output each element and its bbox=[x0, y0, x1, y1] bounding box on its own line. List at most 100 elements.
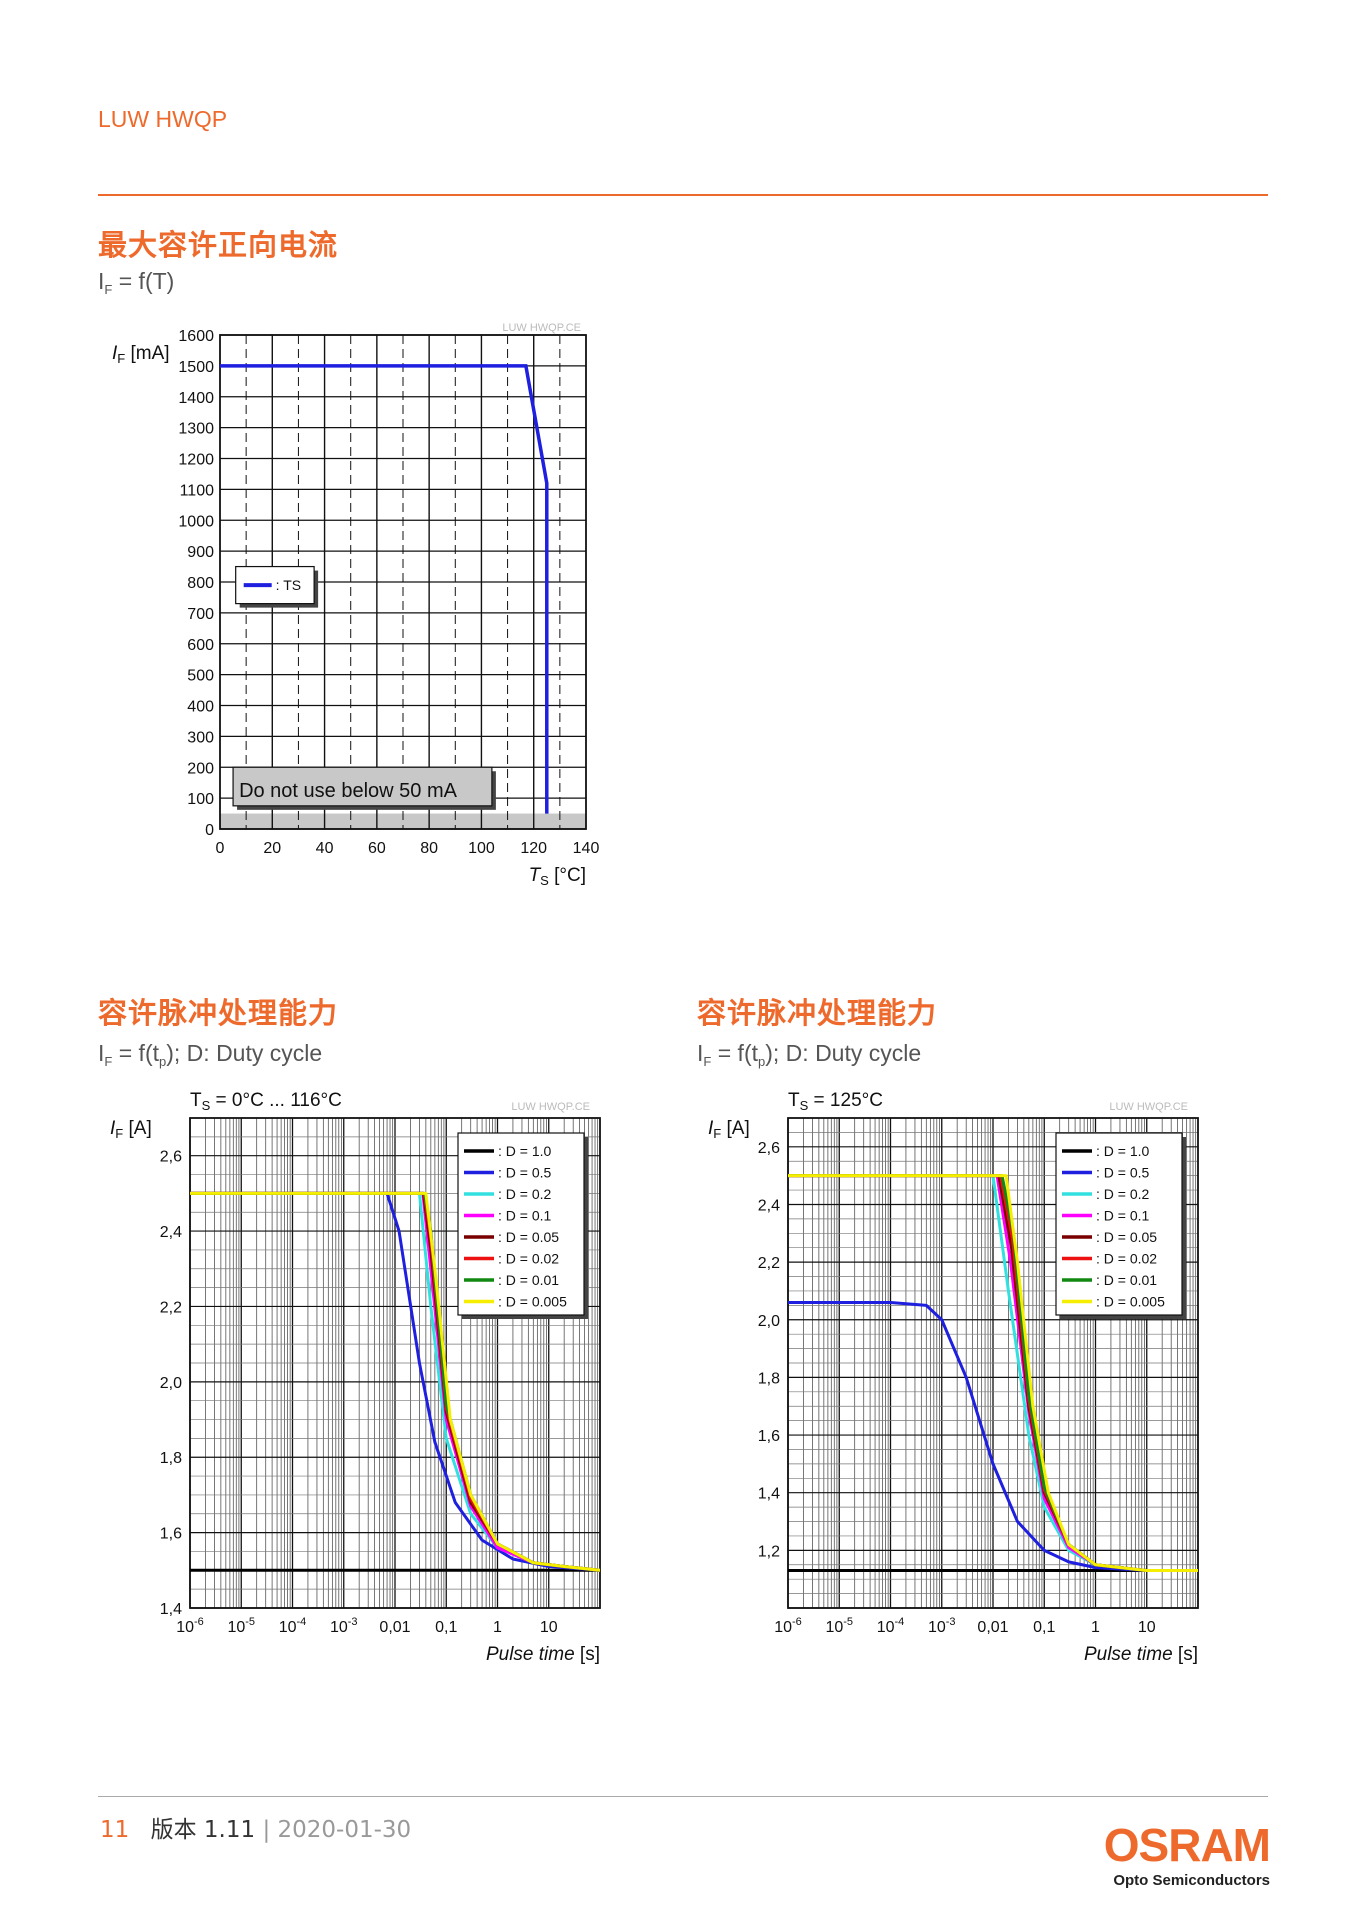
subtitle-sub2: p bbox=[159, 1054, 167, 1069]
subtitle-sub: F bbox=[104, 1054, 113, 1069]
subtitle-rest: = f(T) bbox=[112, 268, 175, 294]
legend-label: : D = 0.5 bbox=[498, 1165, 552, 1181]
y-tick-label: 2,0 bbox=[160, 1375, 182, 1392]
x-axis-label: TS [°C] bbox=[529, 865, 586, 885]
y-tick-label: 1,6 bbox=[160, 1526, 182, 1543]
legend-label: : TS bbox=[276, 577, 301, 593]
footer-divider bbox=[98, 1796, 1268, 1797]
y-tick-label: 1400 bbox=[178, 390, 214, 407]
x-tick-label: 1 bbox=[1091, 1619, 1100, 1636]
subtitle-i: I bbox=[98, 268, 105, 294]
x-axis-label: Pulse time [s] bbox=[1084, 1644, 1198, 1665]
y-tick-label: 1200 bbox=[178, 452, 214, 469]
section2-title: 容许脉冲处理能力 bbox=[98, 996, 339, 1030]
legend-label: : D = 0.02 bbox=[1096, 1251, 1157, 1267]
subtitle-i: I bbox=[98, 1040, 105, 1066]
logo-tagline: Opto Semiconductors bbox=[1113, 1872, 1270, 1889]
y-axis-label: IF [A] bbox=[708, 1118, 750, 1141]
y-axis-label: IF [A] bbox=[110, 1118, 152, 1141]
x-tick-label: 140 bbox=[573, 840, 600, 857]
legend-label: : D = 0.005 bbox=[1096, 1294, 1165, 1310]
legend-label: : D = 0.05 bbox=[498, 1229, 559, 1245]
x-tick-label: 1 bbox=[493, 1619, 502, 1636]
y-tick-label: 2,4 bbox=[758, 1197, 780, 1214]
chart-title: TS = 0°C ... 116°C bbox=[190, 1090, 342, 1113]
y-tick-label: 2,2 bbox=[758, 1255, 780, 1272]
y-tick-label: 1500 bbox=[178, 359, 214, 376]
chart-max-forward-current: LUW HWQP.CE01002003004005006007008009001… bbox=[112, 322, 600, 885]
plot-frame bbox=[787, 1117, 1199, 1609]
release-date: 2020-01-30 bbox=[277, 1817, 412, 1843]
logo-wordmark: OSRAM bbox=[1103, 1819, 1271, 1871]
footer-separator: | bbox=[262, 1817, 271, 1843]
y-tick-label: 1000 bbox=[178, 513, 214, 530]
y-tick-label: 2,0 bbox=[758, 1313, 780, 1330]
y-tick-label: 700 bbox=[187, 606, 214, 623]
y-tick-label: 1100 bbox=[180, 482, 215, 499]
legend-label: : D = 0.02 bbox=[498, 1251, 559, 1267]
subtitle-rest: ); D: Duty cycle bbox=[765, 1040, 922, 1066]
y-tick-label: 500 bbox=[187, 668, 214, 685]
x-tick-label: 10 bbox=[1138, 1619, 1156, 1636]
subtitle-sub: F bbox=[104, 282, 113, 297]
section3-title: 容许脉冲处理能力 bbox=[697, 996, 938, 1030]
series-line bbox=[788, 1300, 1198, 1573]
chart-watermark: LUW HWQP.CE bbox=[502, 322, 581, 334]
y-tick-label: 2,6 bbox=[160, 1149, 182, 1166]
document-header-title: LUW HWQP bbox=[98, 106, 228, 132]
chart-watermark: LUW HWQP.CE bbox=[1109, 1101, 1188, 1113]
x-tick-label: 10 bbox=[540, 1619, 558, 1636]
y-tick-label: 2,6 bbox=[758, 1140, 780, 1157]
plot-frame bbox=[189, 1117, 601, 1609]
legend-label: : D = 1.0 bbox=[1096, 1143, 1150, 1159]
series-line bbox=[788, 1174, 1198, 1573]
x-axis-label: Pulse time [s] bbox=[486, 1644, 600, 1665]
forbidden-zone bbox=[220, 813, 586, 829]
x-tick-label: 10-6 bbox=[774, 1616, 802, 1636]
footer-info: 11 版本 1.11 | 2020-01-30 bbox=[100, 1810, 411, 1844]
x-tick-label: 40 bbox=[316, 840, 334, 857]
y-tick-label: 400 bbox=[187, 699, 214, 716]
subtitle-rest: ); D: Duty cycle bbox=[166, 1040, 323, 1066]
x-tick-label: 10-3 bbox=[928, 1616, 956, 1636]
series-line-ts bbox=[220, 364, 549, 814]
y-tick-label: 2,2 bbox=[160, 1299, 182, 1316]
legend-label: : D = 0.5 bbox=[1096, 1165, 1150, 1181]
x-tick-label: 0,01 bbox=[977, 1619, 1008, 1636]
y-tick-label: 300 bbox=[187, 729, 214, 746]
version-label: 版本 1.11 bbox=[150, 1817, 256, 1843]
subtitle-sub: F bbox=[703, 1054, 712, 1069]
x-tick-label: 0,01 bbox=[379, 1619, 410, 1636]
y-tick-label: 100 bbox=[187, 791, 214, 808]
header-divider bbox=[98, 194, 1268, 196]
x-tick-label: 10-4 bbox=[877, 1616, 905, 1636]
chart-pulse-handling-125: TS = 125°C LUW HWQP.CE 1,2 1,4 1,6 1,8 2,0 2,2 2… bbox=[708, 1090, 1199, 1665]
annotation-box bbox=[232, 766, 493, 807]
legend-label: : D = 0.01 bbox=[1096, 1272, 1157, 1288]
subtitle-i: I bbox=[697, 1040, 704, 1066]
x-tick-label: 10-5 bbox=[825, 1616, 853, 1636]
y-tick-label: 900 bbox=[187, 544, 214, 561]
y-tick-label: 600 bbox=[187, 637, 214, 654]
subtitle-mid: = f(t bbox=[711, 1040, 758, 1066]
y-tick-label: 0 bbox=[205, 822, 214, 839]
chart-pulse-handling-0-116: TS = 0°C ... 116°C LUW HWQP.CE 1,4 1,6 1,8 2,… bbox=[110, 1090, 601, 1665]
chart-title: TS = 125°C bbox=[788, 1090, 883, 1113]
legend-label: : D = 0.005 bbox=[498, 1294, 567, 1310]
subtitle-sub2: p bbox=[758, 1054, 766, 1069]
legend-label: : D = 0.1 bbox=[1096, 1208, 1150, 1224]
legend-label: : D = 0.05 bbox=[1096, 1229, 1157, 1245]
x-tick-label: 0,1 bbox=[435, 1619, 457, 1636]
x-tick-label: 10-3 bbox=[330, 1616, 358, 1636]
legend-label: : D = 1.0 bbox=[498, 1143, 552, 1159]
series-line bbox=[190, 1191, 600, 1572]
y-tick-label: 800 bbox=[187, 575, 214, 592]
legend-label: : D = 0.2 bbox=[498, 1186, 552, 1202]
x-tick-label: 0,1 bbox=[1033, 1619, 1055, 1636]
x-tick-label: 60 bbox=[368, 840, 386, 857]
legend-label: : D = 0.01 bbox=[498, 1272, 559, 1288]
y-tick-label: 1600 bbox=[178, 328, 214, 345]
y-tick-label: 1,4 bbox=[758, 1486, 780, 1503]
x-tick-label: 10-4 bbox=[279, 1616, 307, 1636]
legend-box bbox=[1055, 1132, 1183, 1316]
